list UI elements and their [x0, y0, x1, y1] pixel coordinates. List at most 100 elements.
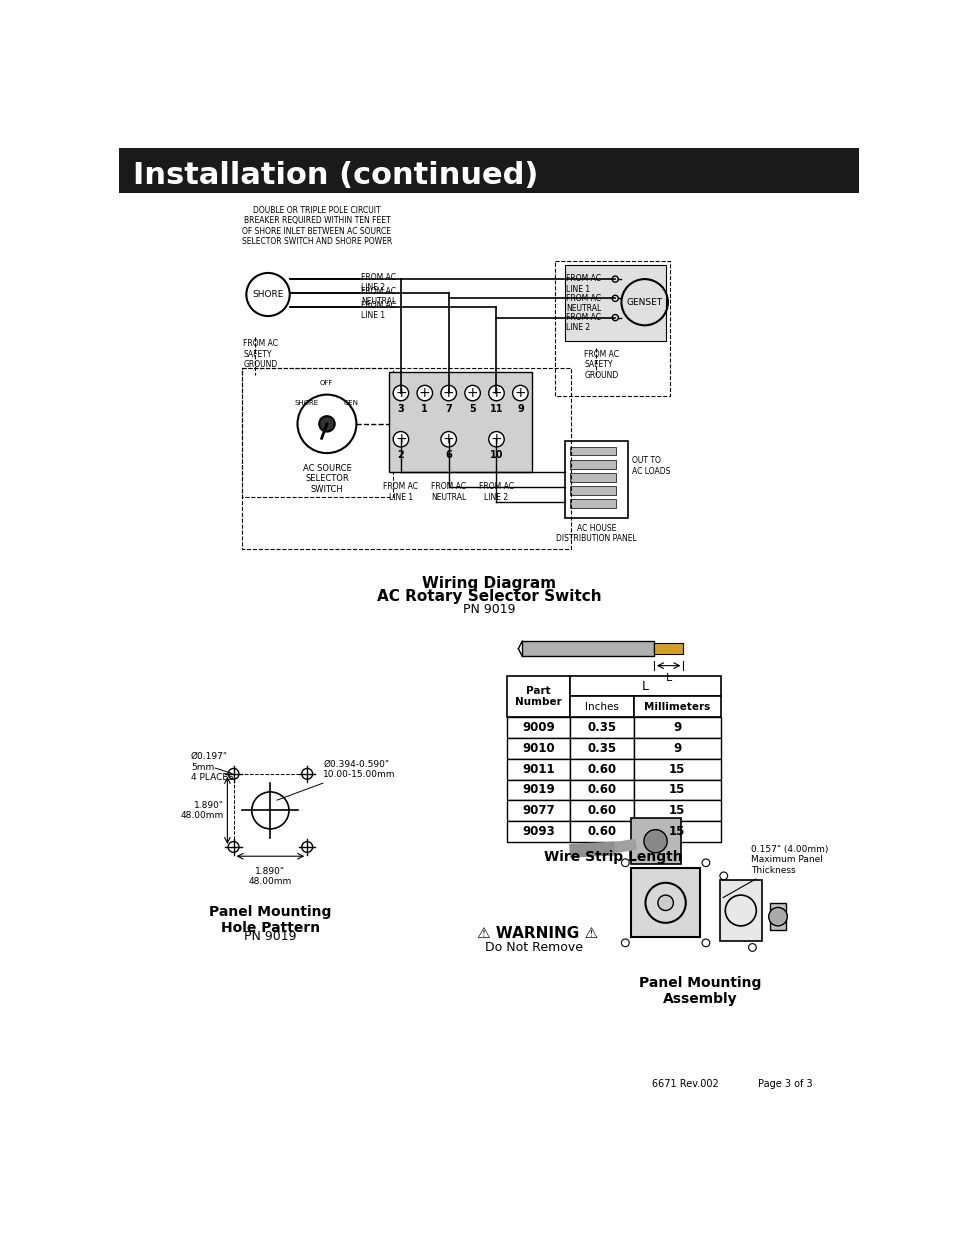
- Text: PN 9019: PN 9019: [244, 930, 296, 944]
- Bar: [506, 821, 570, 842]
- Text: FROM AC
LINE 1: FROM AC LINE 1: [383, 483, 418, 501]
- Text: FROM AC
NEUTRAL: FROM AC NEUTRAL: [360, 287, 395, 306]
- Bar: [569, 499, 616, 508]
- Bar: [633, 821, 720, 842]
- Circle shape: [658, 895, 673, 910]
- Circle shape: [319, 416, 335, 431]
- Text: +: +: [395, 432, 406, 446]
- Text: 0.60: 0.60: [587, 783, 616, 797]
- Bar: [720, 879, 761, 941]
- Text: SHORE: SHORE: [253, 290, 283, 299]
- Text: +: +: [442, 387, 454, 400]
- Text: 9011: 9011: [521, 763, 555, 776]
- Text: 9093: 9093: [521, 825, 555, 839]
- Text: 1: 1: [421, 404, 428, 414]
- Text: FROM AC
LINE 1: FROM AC LINE 1: [360, 300, 395, 320]
- Text: +: +: [490, 387, 502, 400]
- Text: 0.157" (4.00mm)
Maximum Panel
Thickness: 0.157" (4.00mm) Maximum Panel Thickness: [722, 845, 827, 898]
- Bar: [769, 903, 785, 930]
- Text: AC SOURCE
SELECTOR
SWITCH: AC SOURCE SELECTOR SWITCH: [302, 464, 351, 494]
- Text: +: +: [418, 387, 430, 400]
- Bar: [506, 739, 570, 758]
- Text: 3: 3: [397, 404, 404, 414]
- Bar: [241, 368, 393, 496]
- Bar: [119, 148, 858, 193]
- Circle shape: [488, 431, 504, 447]
- Bar: [506, 758, 570, 779]
- Text: 9: 9: [673, 742, 680, 755]
- Circle shape: [768, 908, 786, 926]
- Circle shape: [488, 385, 504, 401]
- Bar: [389, 372, 532, 472]
- Text: OUT TO
AC LOADS: OUT TO AC LOADS: [632, 456, 670, 475]
- Text: Page 3 of 3: Page 3 of 3: [758, 1079, 812, 1089]
- Circle shape: [393, 431, 408, 447]
- Bar: [630, 868, 700, 937]
- Circle shape: [440, 385, 456, 401]
- Bar: [633, 800, 720, 821]
- Text: Wiring Diagram: Wiring Diagram: [421, 576, 556, 590]
- Text: 6: 6: [445, 450, 452, 461]
- Text: FROM AC
SAFETY
GROUND: FROM AC SAFETY GROUND: [243, 340, 278, 369]
- Text: 15: 15: [668, 763, 684, 776]
- Text: 6671 Rev.002: 6671 Rev.002: [651, 1079, 718, 1089]
- Bar: [570, 718, 633, 739]
- Circle shape: [643, 830, 666, 852]
- Circle shape: [416, 385, 432, 401]
- Text: FROM AC
LINE 1: FROM AC LINE 1: [566, 274, 600, 294]
- Bar: [570, 800, 633, 821]
- Text: GENSET: GENSET: [626, 298, 662, 306]
- Text: 0.60: 0.60: [587, 763, 616, 776]
- Text: Part
Number: Part Number: [515, 685, 561, 708]
- Text: 5: 5: [469, 404, 476, 414]
- Bar: [570, 779, 633, 800]
- Text: +: +: [442, 432, 454, 446]
- Text: FROM AC
NEUTRAL: FROM AC NEUTRAL: [431, 483, 466, 501]
- Text: DOUBLE OR TRIPLE POLE CIRCUIT
BREAKER REQUIRED WITHIN TEN FEET
OF SHORE INLET BE: DOUBLE OR TRIPLE POLE CIRCUIT BREAKER RE…: [241, 206, 392, 246]
- Bar: [633, 718, 720, 739]
- Bar: [564, 266, 665, 341]
- Circle shape: [464, 385, 479, 401]
- Bar: [570, 676, 720, 697]
- Text: 15: 15: [668, 783, 684, 797]
- Bar: [564, 441, 628, 517]
- Text: PN 9019: PN 9019: [462, 603, 515, 616]
- Bar: [633, 779, 720, 800]
- Text: 1.890"
48.00mm: 1.890" 48.00mm: [249, 867, 292, 887]
- Circle shape: [512, 385, 528, 401]
- Bar: [569, 447, 616, 456]
- Bar: [555, 262, 669, 396]
- Text: 0.35: 0.35: [587, 742, 616, 755]
- Text: 11: 11: [489, 404, 502, 414]
- Text: 9077: 9077: [521, 804, 555, 818]
- Text: 15: 15: [668, 825, 684, 839]
- Bar: [521, 641, 654, 656]
- Text: Ø0.394-0.590"
10.00-15.00mm: Ø0.394-0.590" 10.00-15.00mm: [276, 760, 395, 800]
- Text: Wire Strip Length: Wire Strip Length: [544, 850, 682, 863]
- Text: 9: 9: [673, 721, 680, 734]
- Text: ⚠ WARNING ⚠: ⚠ WARNING ⚠: [476, 926, 598, 941]
- Text: SHORE: SHORE: [294, 400, 318, 405]
- Bar: [241, 368, 571, 548]
- Bar: [654, 643, 682, 655]
- Bar: [569, 487, 616, 495]
- Bar: [570, 739, 633, 758]
- Text: Panel Mounting
Hole Pattern: Panel Mounting Hole Pattern: [209, 905, 332, 935]
- Bar: [506, 800, 570, 821]
- Text: Installation (continued): Installation (continued): [133, 162, 538, 190]
- Text: Inches: Inches: [584, 701, 618, 711]
- Text: 0.60: 0.60: [587, 804, 616, 818]
- Text: 0.60: 0.60: [587, 825, 616, 839]
- Text: 9019: 9019: [521, 783, 555, 797]
- Bar: [633, 739, 720, 758]
- Text: +: +: [395, 387, 406, 400]
- Bar: [633, 758, 720, 779]
- Text: 0.35: 0.35: [587, 721, 616, 734]
- Bar: [570, 821, 633, 842]
- Text: FROM AC
LINE 2: FROM AC LINE 2: [566, 312, 600, 332]
- Bar: [569, 473, 616, 482]
- Text: Millimeters: Millimeters: [643, 701, 710, 711]
- Text: FROM AC
LINE 2: FROM AC LINE 2: [478, 483, 514, 501]
- Circle shape: [440, 431, 456, 447]
- Text: AC Rotary Selector Switch: AC Rotary Selector Switch: [376, 589, 600, 604]
